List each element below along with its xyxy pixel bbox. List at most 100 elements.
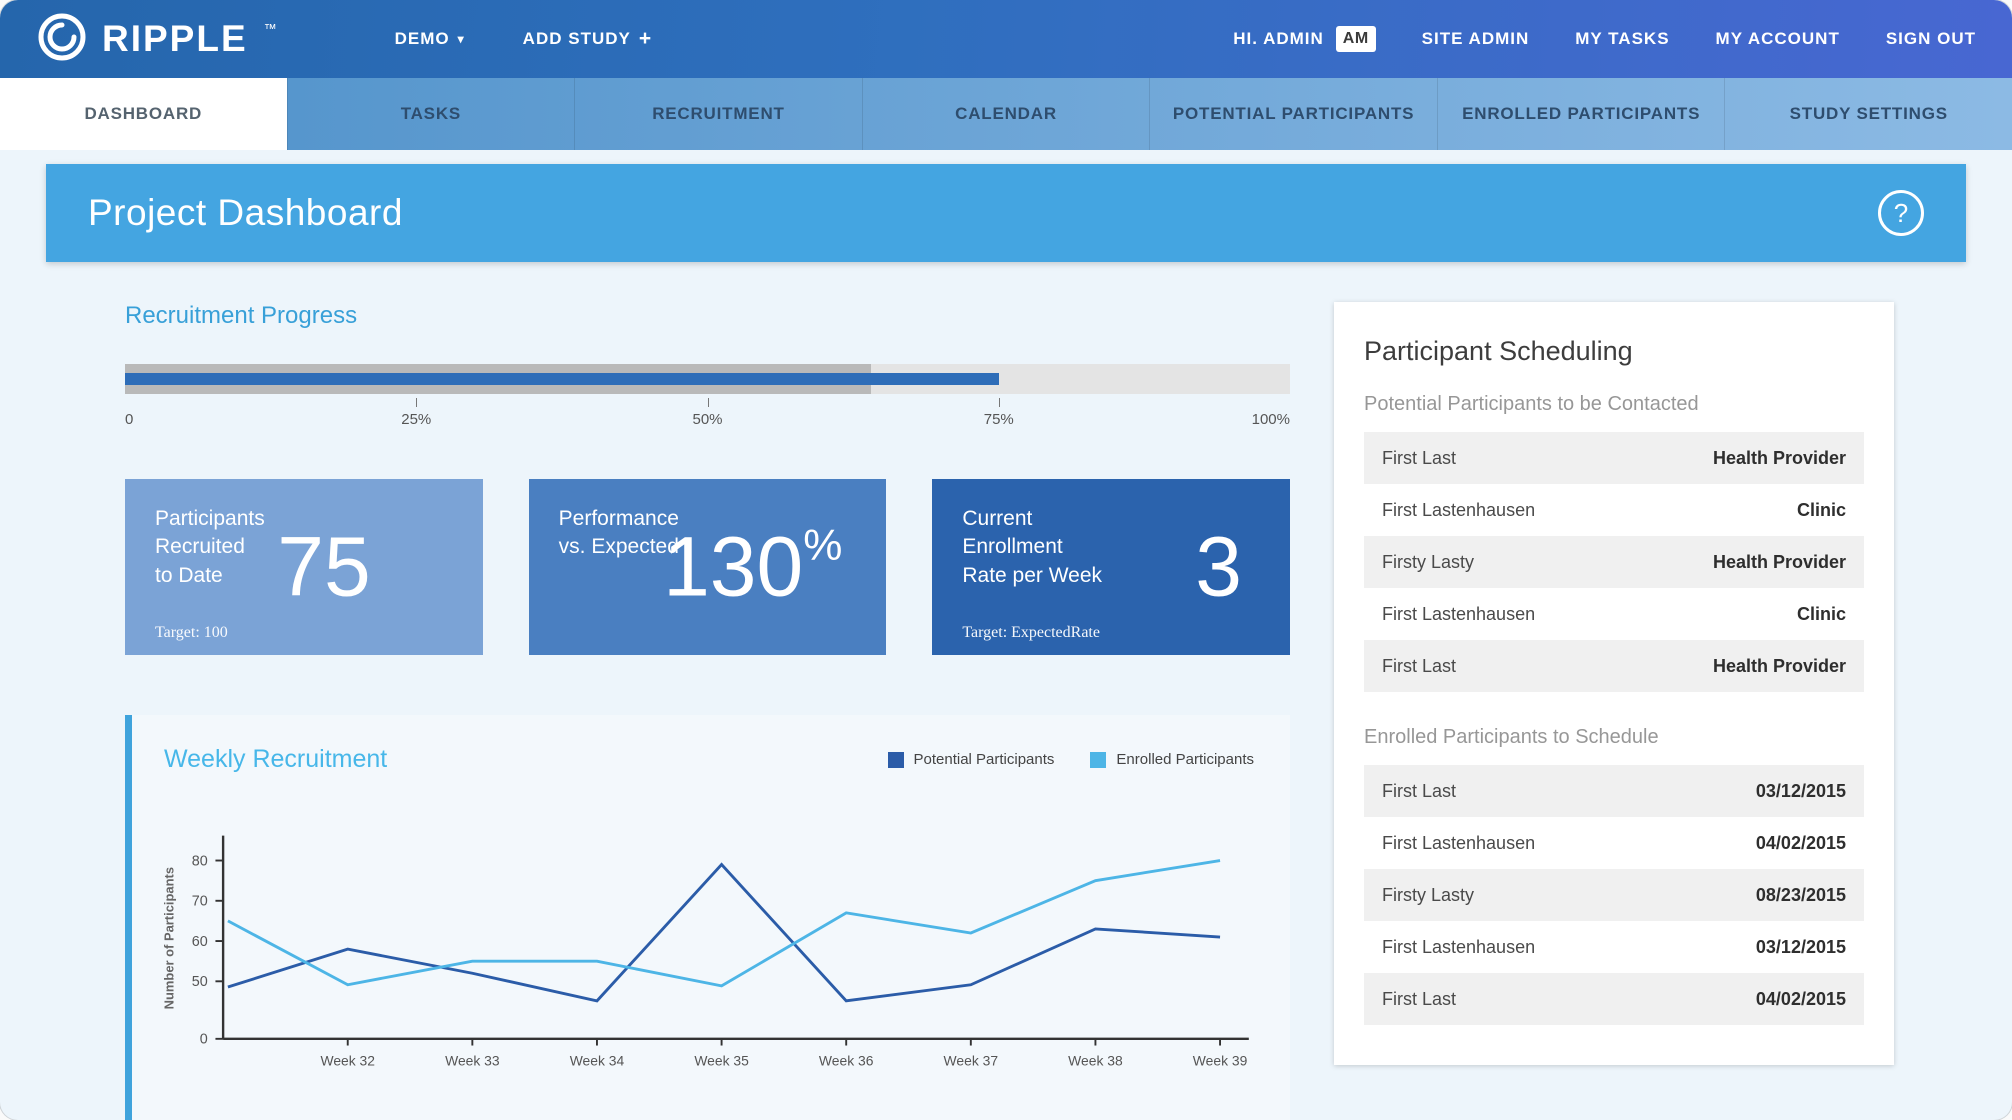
participant-row[interactable]: First Last 03/12/2015	[1364, 765, 1864, 817]
participant-row[interactable]: First Lastenhausen Clinic	[1364, 588, 1864, 640]
scale-tick	[416, 398, 418, 407]
avatar[interactable]: AM	[1335, 26, 1376, 52]
study-selector-label: DEMO	[394, 29, 450, 48]
participant-name: First Lastenhausen	[1382, 499, 1536, 520]
participant-row[interactable]: First Lastenhausen Clinic	[1364, 484, 1864, 536]
tab-potential-participants[interactable]: POTENTIAL PARTICIPANTS	[1149, 78, 1437, 150]
potential-contacted-list: First Last Health Provider First Lastenh…	[1364, 432, 1864, 692]
enrolled-to-schedule-list: First Last 03/12/2015 First Lastenhausen…	[1364, 765, 1864, 1025]
svg-text:Week 35: Week 35	[694, 1053, 749, 1069]
svg-text:0: 0	[200, 1032, 208, 1048]
content-area: Recruitment Progress 0 25% 50% 75% 100% …	[0, 262, 2012, 1120]
page-header-band: Project Dashboard ?	[46, 164, 1966, 262]
recruitment-progress-bar	[125, 364, 1290, 394]
study-selector-demo[interactable]: DEMO ▾	[395, 29, 465, 49]
participant-source: Health Provider	[1712, 655, 1846, 676]
weekly-recruitment-section: Weekly Recruitment Potential Participant…	[125, 715, 1290, 1120]
my-account-link[interactable]: MY ACCOUNT	[1715, 29, 1840, 48]
weekly-recruitment-title: Weekly Recruitment	[164, 745, 388, 773]
participant-date: 04/02/2015	[1755, 988, 1846, 1009]
participant-name: Firsty Lasty	[1382, 551, 1475, 572]
recruitment-progress-heading: Recruitment Progress	[125, 302, 358, 329]
participant-name: First Lastenhausen	[1382, 603, 1536, 624]
navbar-right-menu: HI. ADMIN AM SITE ADMIN MY TASKS MY ACCO…	[1233, 26, 1976, 52]
participant-name: First Last	[1382, 655, 1457, 676]
stat-cards-row: Participants Recruited to Date 75 Target…	[125, 479, 1291, 655]
user-greeting[interactable]: HI. ADMIN AM	[1233, 26, 1376, 52]
participant-row[interactable]: First Last Health Provider	[1364, 640, 1864, 692]
add-study-button[interactable]: ADD STUDY +	[523, 27, 652, 51]
stat-card-enrollment-rate: Current Enrollment Rate per Week 3 Targe…	[932, 479, 1291, 655]
percent-suffix: %	[803, 520, 843, 570]
stat-card-label: Current Enrollment Rate per Week	[962, 507, 1103, 587]
participant-row[interactable]: Firsty Lasty 08/23/2015	[1364, 869, 1864, 921]
tab-dashboard[interactable]: DASHBOARD	[0, 78, 287, 150]
svg-text:Week 37: Week 37	[944, 1053, 999, 1069]
brand-name: RIPPLE	[102, 18, 248, 59]
main-column: Recruitment Progress 0 25% 50% 75% 100% …	[125, 302, 1291, 1120]
ripple-logo-icon	[36, 11, 88, 68]
chart-legend: Potential Participants Enrolled Particip…	[887, 751, 1254, 768]
tab-tasks[interactable]: TASKS	[286, 78, 575, 150]
svg-text:60: 60	[192, 934, 208, 950]
svg-text:Week 34: Week 34	[570, 1053, 625, 1069]
participant-row[interactable]: First Lastenhausen 04/02/2015	[1364, 817, 1864, 869]
participant-row[interactable]: Firsty Lasty Health Provider	[1364, 536, 1864, 588]
participant-scheduling-title: Participant Scheduling	[1364, 336, 1633, 366]
participant-row[interactable]: First Last Health Provider	[1364, 432, 1864, 484]
stat-card-value: 75	[277, 519, 371, 614]
scale-label-25: 25%	[401, 411, 432, 428]
participant-scheduling-panel: Participant Scheduling Potential Partici…	[1334, 302, 1894, 1065]
recruited-progress-fill	[125, 373, 999, 385]
top-navbar: RIPPLE ™ DEMO ▾ ADD STUDY + HI. ADMIN AM…	[0, 0, 2012, 78]
participant-source: Health Provider	[1712, 447, 1846, 468]
tab-recruitment[interactable]: RECRUITMENT	[574, 78, 862, 150]
scale-tick	[998, 398, 1000, 407]
svg-text:Week 32: Week 32	[320, 1053, 375, 1069]
svg-text:70: 70	[192, 894, 208, 910]
legend-swatch-light-blue	[1090, 751, 1107, 768]
brand[interactable]: RIPPLE ™	[36, 11, 277, 68]
legend-label: Potential Participants	[913, 751, 1055, 768]
stat-card-label: Performance vs. Expected	[558, 507, 679, 559]
svg-text:Number of Participants: Number of Participants	[161, 867, 176, 1009]
legend-potential-participants: Potential Participants	[887, 751, 1055, 768]
participant-date: 08/23/2015	[1755, 884, 1846, 905]
enrolled-to-schedule-heading: Enrolled Participants to Schedule	[1364, 726, 1659, 748]
main-tabbar: DASHBOARD TASKS RECRUITMENT CALENDAR POT…	[0, 78, 2012, 150]
my-tasks-link[interactable]: MY TASKS	[1575, 29, 1670, 48]
svg-text:Week 33: Week 33	[445, 1053, 500, 1069]
participant-name: First Last	[1382, 988, 1457, 1009]
greeting-label: HI. ADMIN	[1233, 29, 1324, 48]
participant-name: First Lastenhausen	[1382, 936, 1536, 957]
legend-enrolled-participants: Enrolled Participants	[1090, 751, 1254, 768]
legend-label: Enrolled Participants	[1116, 751, 1254, 768]
help-icon[interactable]: ?	[1878, 190, 1924, 236]
participant-row[interactable]: First Lastenhausen 03/12/2015	[1364, 921, 1864, 973]
participant-row[interactable]: First Last 04/02/2015	[1364, 973, 1864, 1025]
scale-tick	[707, 398, 709, 407]
site-admin-link[interactable]: SITE ADMIN	[1421, 29, 1530, 48]
participant-source: Health Provider	[1712, 551, 1846, 572]
participant-source: Clinic	[1796, 603, 1846, 624]
participant-date: 04/02/2015	[1755, 832, 1846, 853]
participant-date: 03/12/2015	[1755, 780, 1846, 801]
svg-text:50: 50	[192, 974, 208, 990]
page-title: Project Dashboard	[88, 192, 403, 233]
tab-calendar[interactable]: CALENDAR	[861, 78, 1150, 150]
sign-out-link[interactable]: SIGN OUT	[1885, 29, 1976, 48]
participant-name: First Last	[1382, 447, 1457, 468]
participant-name: First Last	[1382, 780, 1457, 801]
potential-contacted-heading: Potential Participants to be Contacted	[1364, 393, 1699, 415]
tab-study-settings[interactable]: STUDY SETTINGS	[1724, 78, 2012, 150]
participant-name: Firsty Lasty	[1382, 884, 1475, 905]
stat-card-target: Target: ExpectedRate	[962, 624, 1100, 641]
stat-card-performance: Performance vs. Expected 130%	[528, 479, 887, 655]
scale-label-75: 75%	[983, 411, 1014, 428]
tab-enrolled-participants[interactable]: ENROLLED PARTICIPANTS	[1436, 78, 1725, 150]
svg-text:Week 39: Week 39	[1193, 1053, 1248, 1069]
stat-card-value: 3	[1195, 519, 1243, 614]
plus-icon: +	[638, 27, 653, 50]
add-study-label: ADD STUDY	[522, 29, 631, 48]
